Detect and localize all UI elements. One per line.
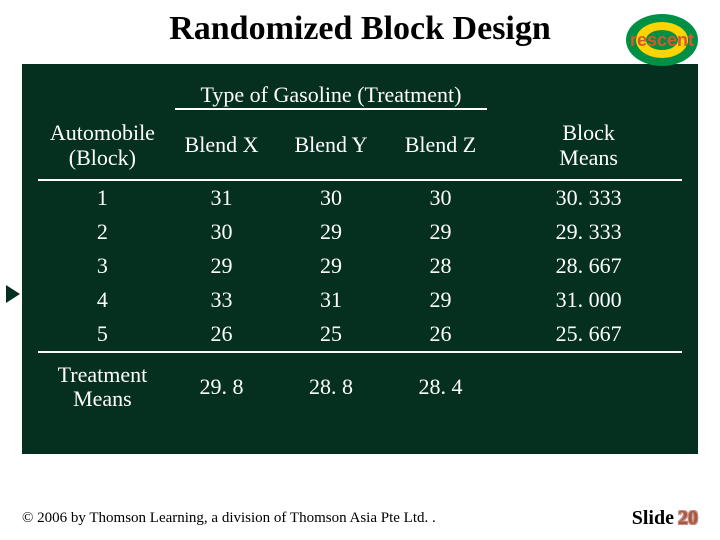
treat-mean-z: 28. 4 bbox=[386, 352, 495, 415]
cell-z: 26 bbox=[386, 317, 495, 352]
table-row: 329292828. 667 bbox=[38, 249, 682, 283]
col-blend-z: Blend Z bbox=[386, 116, 495, 180]
slide-number: Slide20 bbox=[632, 507, 698, 530]
cell-y: 29 bbox=[276, 215, 385, 249]
block-means-header: Block Means bbox=[495, 116, 682, 180]
table-row: 433312931. 000 bbox=[38, 283, 682, 317]
cell-block: 5 bbox=[38, 317, 167, 352]
cell-mean: 29. 333 bbox=[495, 215, 682, 249]
cell-z: 30 bbox=[386, 180, 495, 215]
cell-y: 31 bbox=[276, 283, 385, 317]
brand-logo: rescent bbox=[622, 12, 702, 68]
cell-mean: 31. 000 bbox=[495, 283, 682, 317]
cell-x: 33 bbox=[167, 283, 276, 317]
cell-y: 30 bbox=[276, 180, 385, 215]
treat-mean-y: 28. 8 bbox=[276, 352, 385, 415]
block-design-table: Type of Gasoline (Treatment) Automobile … bbox=[38, 82, 682, 415]
table-row: 230292929. 333 bbox=[38, 215, 682, 249]
cell-x: 26 bbox=[167, 317, 276, 352]
cell-z: 29 bbox=[386, 283, 495, 317]
cell-block: 1 bbox=[38, 180, 167, 215]
cell-y: 29 bbox=[276, 249, 385, 283]
cell-x: 30 bbox=[167, 215, 276, 249]
logo-text-svg: rescent bbox=[630, 30, 694, 50]
cell-x: 31 bbox=[167, 180, 276, 215]
treat-mean-x: 29. 8 bbox=[167, 352, 276, 415]
block-header: Automobile (Block) bbox=[38, 116, 167, 180]
col-blend-y: Blend Y bbox=[276, 116, 385, 180]
cell-y: 25 bbox=[276, 317, 385, 352]
table-row: 526252625. 667 bbox=[38, 317, 682, 352]
pointer-arrow-icon bbox=[6, 285, 20, 303]
treatment-means-label: Treatment Means bbox=[38, 352, 167, 415]
cell-block: 3 bbox=[38, 249, 167, 283]
cell-mean: 28. 667 bbox=[495, 249, 682, 283]
data-panel: Type of Gasoline (Treatment) Automobile … bbox=[22, 64, 698, 454]
cell-mean: 25. 667 bbox=[495, 317, 682, 352]
slide-footer: © 2006 by Thomson Learning, a division o… bbox=[22, 507, 698, 530]
slide-title: Randomized Block Design bbox=[0, 0, 720, 56]
table-row: 131303030. 333 bbox=[38, 180, 682, 215]
copyright-text: © 2006 by Thomson Learning, a division o… bbox=[22, 510, 436, 527]
cell-x: 29 bbox=[167, 249, 276, 283]
cell-mean: 30. 333 bbox=[495, 180, 682, 215]
cell-z: 29 bbox=[386, 215, 495, 249]
cell-block: 2 bbox=[38, 215, 167, 249]
treatment-superheader: Type of Gasoline (Treatment) bbox=[201, 82, 462, 107]
cell-z: 28 bbox=[386, 249, 495, 283]
col-blend-x: Blend X bbox=[167, 116, 276, 180]
cell-block: 4 bbox=[38, 283, 167, 317]
